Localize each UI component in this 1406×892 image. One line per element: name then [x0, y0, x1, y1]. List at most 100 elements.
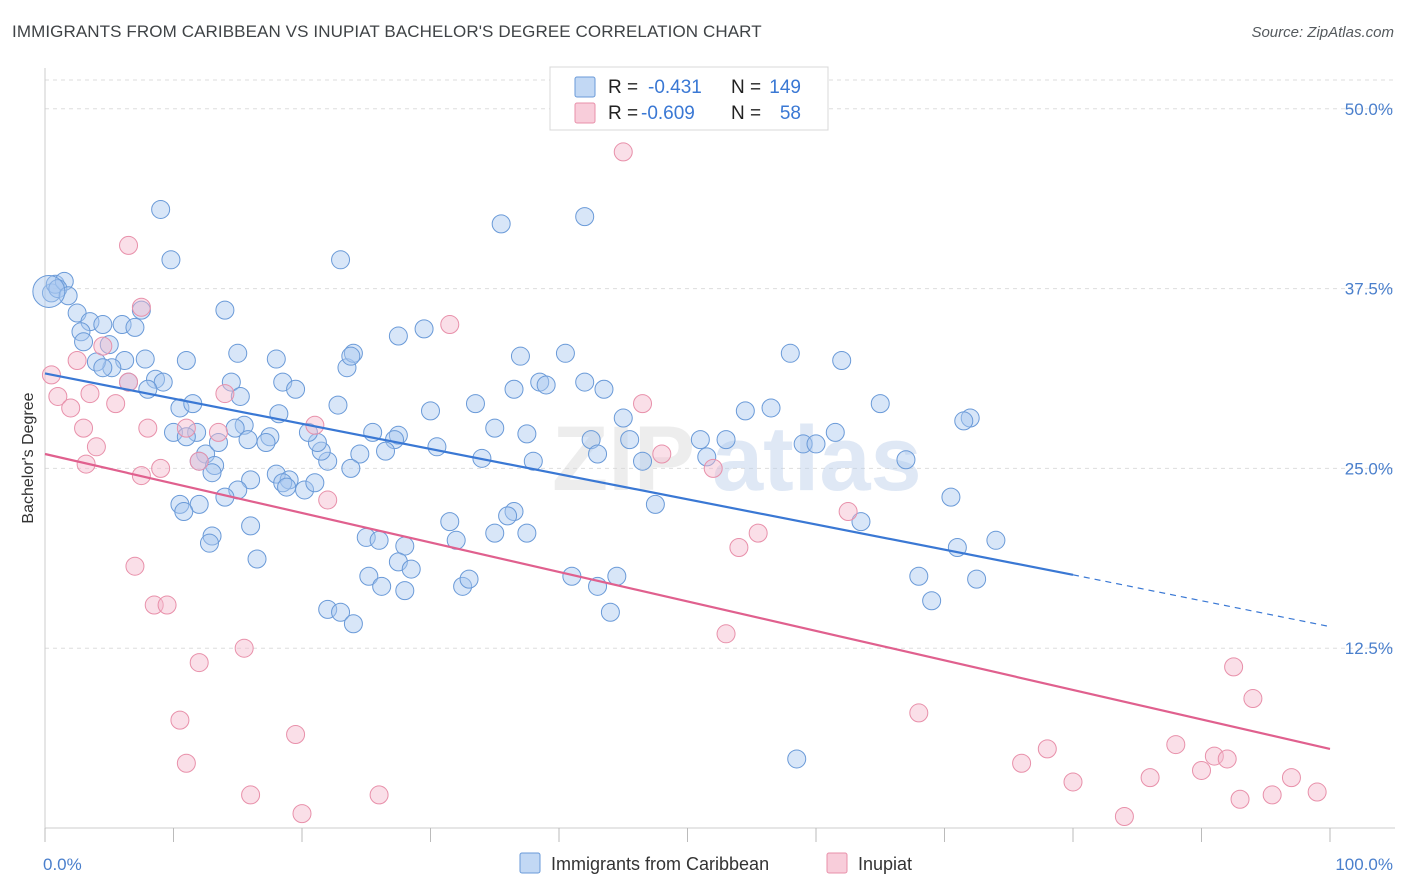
- data-point: [99, 335, 119, 355]
- data-point: [221, 372, 241, 392]
- data-point: [1281, 768, 1301, 788]
- data-point: [716, 430, 736, 450]
- data-point: [954, 411, 974, 431]
- gridlines: [45, 79, 1395, 649]
- data-point: [1192, 760, 1211, 780]
- data-point: [157, 595, 177, 615]
- x-tick-label: 100.0%: [1335, 855, 1393, 874]
- y-tick-label: 37.5%: [1345, 280, 1393, 299]
- series-legend: Immigrants from Caribbean Inupiat: [519, 852, 912, 874]
- data-point: [1063, 772, 1083, 792]
- legend-swatch-caribbean: [574, 76, 596, 98]
- data-point: [729, 538, 749, 557]
- data-point: [633, 451, 653, 471]
- data-point: [292, 804, 312, 824]
- data-point: [341, 346, 361, 366]
- data-point: [187, 422, 207, 442]
- data-point: [277, 477, 297, 497]
- legend-r-label-inupiat: R =: [608, 103, 638, 124]
- data-point: [697, 447, 717, 467]
- data-point: [138, 418, 158, 438]
- data-point: [343, 614, 363, 634]
- data-point: [189, 653, 209, 673]
- data-point: [395, 536, 415, 556]
- data-point: [440, 315, 460, 335]
- data-point: [440, 512, 460, 532]
- data-point: [485, 523, 505, 543]
- data-point: [896, 450, 916, 470]
- bottom-legend-swatch-inupiat: [826, 852, 848, 874]
- legend-box: [549, 66, 829, 131]
- data-point: [536, 375, 556, 395]
- data-point: [228, 343, 248, 363]
- data-point: [153, 372, 173, 392]
- data-point: [189, 451, 209, 471]
- data-point: [146, 369, 166, 389]
- data-point: [93, 336, 113, 356]
- data-point: [208, 422, 228, 442]
- legend-swatch-inupiat: [574, 102, 596, 124]
- data-point: [260, 427, 280, 447]
- data-point: [241, 516, 261, 536]
- correlation-legend: R = -0.431 N = 149 R = -0.609 N = 58: [549, 66, 829, 131]
- data-point: [748, 523, 768, 543]
- axes: [44, 68, 1395, 842]
- source-label: Source: ZipAtlas.com: [1251, 24, 1394, 41]
- data-point: [838, 502, 858, 522]
- data-point: [328, 395, 348, 415]
- data-point: [119, 235, 139, 255]
- data-point: [986, 530, 1006, 550]
- watermark: ZIP atlas: [552, 408, 922, 510]
- data-point: [215, 300, 235, 320]
- data-point: [215, 384, 235, 404]
- data-point: [427, 437, 447, 457]
- data-point: [1262, 785, 1282, 805]
- data-point: [161, 250, 181, 270]
- data-point: [806, 434, 826, 454]
- data-point: [331, 602, 351, 622]
- data-point: [286, 379, 306, 399]
- data-point: [119, 372, 139, 392]
- data-point: [305, 473, 325, 493]
- data-point: [613, 142, 633, 162]
- data-point: [517, 523, 537, 543]
- data-point: [510, 346, 530, 366]
- data-point: [517, 424, 537, 444]
- data-point: [125, 556, 145, 576]
- data-point: [247, 549, 267, 569]
- data-point: [369, 530, 389, 550]
- bottom-legend-label-caribbean: Immigrants from Caribbean: [551, 854, 769, 874]
- data-point: [337, 358, 357, 378]
- data-point: [909, 566, 929, 586]
- data-point: [341, 458, 361, 478]
- data-point: [298, 422, 318, 442]
- legend-r-value-caribbean: -0.431: [648, 77, 702, 98]
- data-point: [112, 315, 132, 335]
- data-point: [504, 379, 524, 399]
- data-point: [607, 566, 627, 586]
- y-tick-label: 50.0%: [1345, 100, 1393, 119]
- data-point: [176, 351, 196, 370]
- data-point: [588, 444, 608, 464]
- data-point: [633, 394, 653, 414]
- data-point: [395, 581, 415, 601]
- data-point: [359, 566, 379, 586]
- y-axis-label: Bachelor's Degree: [20, 392, 37, 523]
- data-point: [343, 343, 363, 363]
- data-point: [208, 432, 228, 452]
- data-point: [234, 638, 254, 658]
- data-point: [1243, 689, 1263, 709]
- data-point: [652, 444, 672, 464]
- data-point: [575, 207, 595, 227]
- data-point: [1166, 735, 1186, 755]
- data-point: [1204, 746, 1224, 766]
- data-point: [74, 332, 94, 352]
- data-point: [372, 576, 392, 596]
- data-point: [851, 512, 871, 532]
- data-point: [761, 398, 781, 418]
- data-point: [967, 569, 987, 589]
- data-point: [151, 458, 171, 478]
- data-point: [48, 386, 68, 406]
- data-point: [205, 456, 225, 476]
- data-point: [125, 317, 145, 337]
